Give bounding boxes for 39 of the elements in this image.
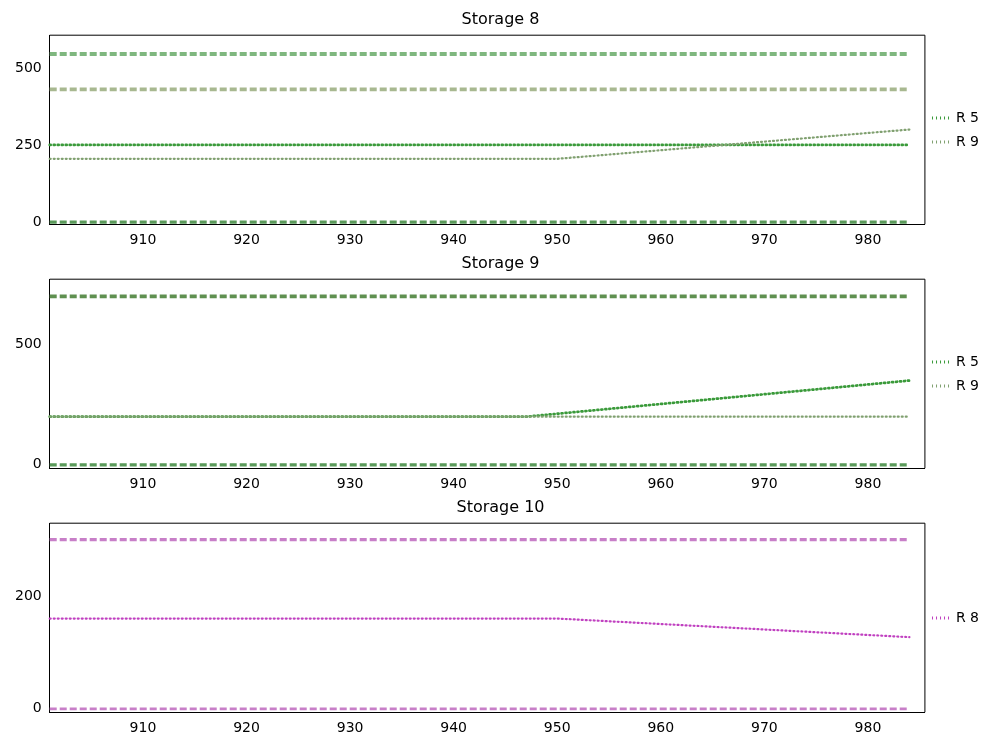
y-tick-label: 250	[14, 135, 42, 152]
x-tick-label: 940	[440, 231, 468, 248]
y-tick-label: 500	[14, 58, 42, 75]
x-tick-label: 960	[647, 719, 675, 736]
y-tick-label: 200	[14, 586, 42, 603]
x-tick-label: 980	[854, 231, 882, 248]
x-tick-label: 910	[129, 475, 157, 492]
y-tick-label: 0	[32, 699, 42, 716]
x-tick-label: 930	[336, 231, 364, 248]
x-tick-label: 980	[854, 475, 882, 492]
x-tick-label: 970	[751, 719, 778, 736]
x-tick-label: 980	[854, 719, 882, 736]
chart-title: Storage 9	[461, 252, 540, 272]
x-tick-label: 920	[233, 719, 260, 736]
x-tick-label: 920	[233, 231, 260, 248]
x-tick-label: 910	[129, 719, 157, 736]
legend-label: R 5	[955, 108, 980, 125]
y-tick-label: 500	[14, 335, 42, 352]
chart-title: Storage 8	[461, 8, 540, 28]
x-tick-label: 930	[336, 719, 364, 736]
x-tick-label: 960	[647, 231, 675, 248]
x-tick-label: 970	[751, 475, 778, 492]
x-tick-label: 950	[543, 719, 571, 736]
chart-title: Storage 10	[456, 496, 545, 516]
x-tick-label: 940	[440, 475, 468, 492]
x-tick-label: 920	[233, 475, 260, 492]
legend-label: R 9	[955, 376, 980, 393]
y-tick-label: 0	[32, 455, 42, 472]
x-tick-label: 950	[543, 231, 571, 248]
legend-label: R 8	[955, 608, 980, 625]
x-tick-label: 930	[336, 475, 364, 492]
x-tick-label: 910	[129, 231, 157, 248]
y-tick-label: 0	[32, 212, 42, 229]
x-tick-label: 970	[751, 231, 778, 248]
x-tick-label: 940	[440, 719, 468, 736]
legend-label: R 5	[955, 352, 980, 369]
legend-label: R 9	[955, 132, 980, 149]
x-tick-label: 960	[647, 475, 675, 492]
x-tick-label: 950	[543, 475, 571, 492]
